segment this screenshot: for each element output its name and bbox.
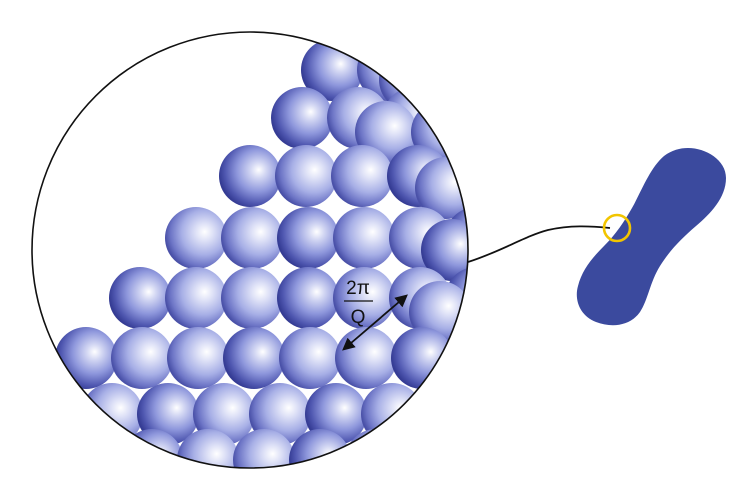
lattice-sphere [223, 327, 285, 389]
lattice-sphere [32, 429, 71, 468]
highlight-ring [602, 213, 632, 243]
lattice-sphere [523, 101, 585, 163]
lattice-sphere [447, 327, 468, 389]
lattice-sphere [219, 145, 281, 207]
lattice-sphere [569, 429, 631, 480]
lattice-sphere [391, 327, 453, 389]
lattice-sphere [439, 87, 468, 149]
lattice-sphere [81, 383, 143, 445]
lattice-sphere [529, 383, 591, 445]
lattice-sphere [495, 87, 557, 149]
lattice-sphere [275, 145, 337, 207]
lattice-sphere [501, 207, 563, 269]
lattice-sphere [333, 207, 395, 269]
lattice-sphere [417, 383, 468, 445]
spacing-denominator: Q [351, 307, 366, 328]
lattice-sphere [65, 429, 127, 468]
double-arrow [342, 294, 408, 351]
lattice-sphere [625, 429, 687, 480]
lattice-sphere [277, 267, 339, 329]
lattice-sphere [501, 267, 563, 329]
lattice-sphere [473, 383, 535, 445]
connector-line [467, 225, 611, 263]
lattice-sphere [233, 429, 295, 468]
lattice-sphere [167, 327, 229, 389]
lattice-sphere [401, 429, 463, 468]
lattice-sphere [335, 327, 397, 389]
lattice-sphere [331, 145, 393, 207]
lattice-sphere [279, 327, 341, 389]
lattice-sphere [361, 383, 423, 445]
lattice-sphere [585, 383, 647, 445]
lattice-sphere [457, 429, 468, 468]
lattice-sphere [413, 39, 468, 101]
lattice-sphere [503, 327, 565, 389]
lattice-sphere [221, 207, 283, 269]
magnifier-outline [31, 31, 469, 469]
lattice-sphere [271, 87, 333, 149]
lattice-sphere [55, 327, 117, 389]
lattice-sphere [277, 207, 339, 269]
particle-shape [576, 148, 726, 326]
lattice-sphere [555, 145, 617, 207]
magnified-view [31, 31, 687, 480]
spacing-numerator: 2π [346, 278, 370, 299]
lattice-sphere [32, 383, 87, 445]
lattice-sphere [165, 267, 227, 329]
lattice-sphere [165, 207, 227, 269]
spacing-indicator: 2π Q [342, 278, 408, 351]
lattice-sphere [467, 101, 468, 163]
lattice-sphere [559, 327, 621, 389]
lattice-sphere [221, 267, 283, 329]
lattice-sphere [513, 429, 575, 480]
lattice-sphere [109, 267, 171, 329]
lattice-sphere [469, 39, 531, 101]
lattice-sphere [111, 327, 173, 389]
lattice-sphere [499, 145, 561, 207]
lattice-sphere [177, 429, 239, 468]
